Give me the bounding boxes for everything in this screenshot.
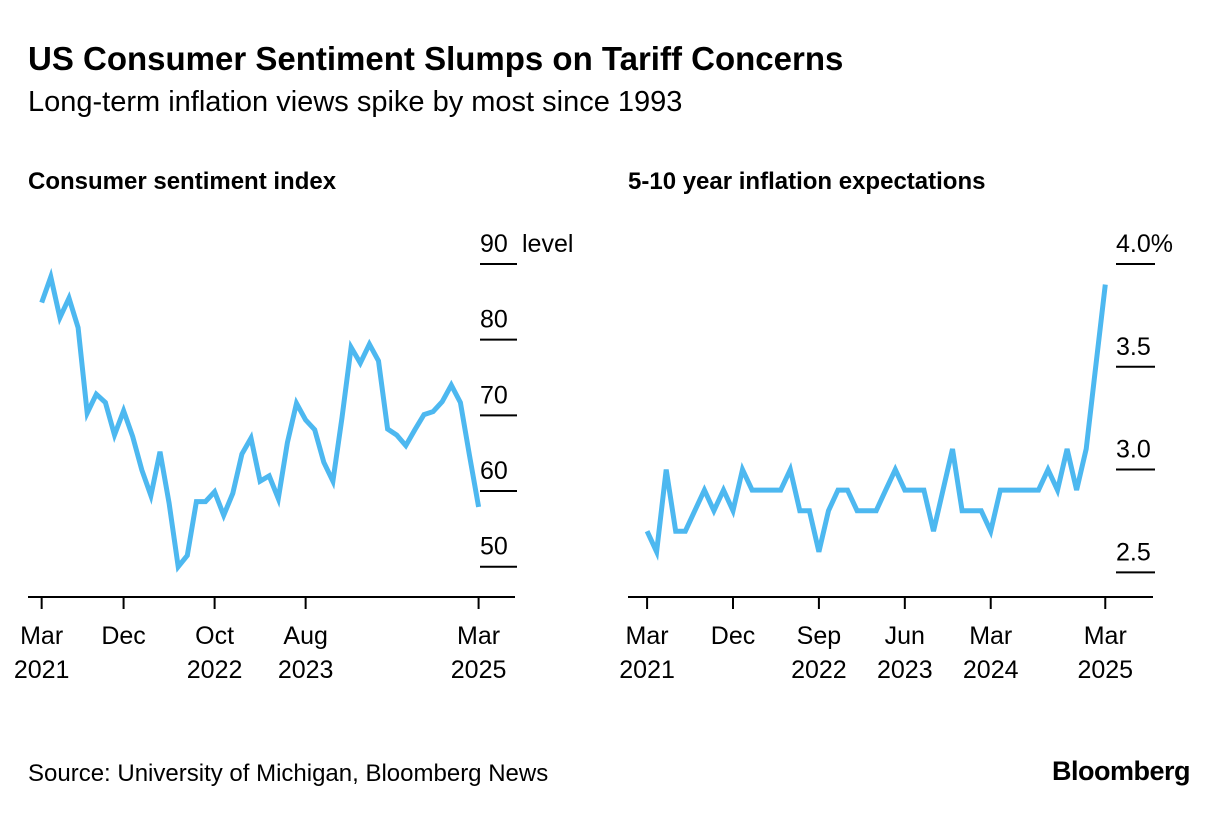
left-y-unit-label: level bbox=[522, 230, 573, 258]
right-panel-title: 5-10 year inflation expectations bbox=[628, 168, 986, 195]
right-xtick-year: 2023 bbox=[877, 656, 933, 684]
left-xtick-month: Mar bbox=[20, 622, 63, 650]
right-ytick-label: 3.0 bbox=[1116, 436, 1151, 464]
right-xtick-month: Mar bbox=[1084, 622, 1127, 650]
left-xtick-year: 2023 bbox=[278, 656, 334, 684]
left-xtick-month: Dec bbox=[101, 622, 145, 650]
right-xtick-month: Mar bbox=[969, 622, 1012, 650]
right-xtick-month: Dec bbox=[711, 622, 755, 650]
right-xtick-year: 2024 bbox=[963, 656, 1019, 684]
chart-subtitle: Long-term inflation views spike by most … bbox=[28, 86, 683, 118]
left-xtick-month: Oct bbox=[195, 622, 234, 650]
left-ytick-label: 50 bbox=[480, 533, 508, 561]
left-xtick-month: Aug bbox=[283, 622, 327, 650]
chart-title: US Consumer Sentiment Slumps on Tariff C… bbox=[28, 40, 844, 77]
left-ytick-label: 60 bbox=[480, 457, 508, 485]
right-xtick-year: 2021 bbox=[619, 656, 675, 684]
right-xtick-month: Sep bbox=[797, 622, 841, 650]
bloomberg-logo: Bloomberg bbox=[1051, 756, 1191, 786]
left-series-line bbox=[39, 267, 482, 573]
left-panel-title: Consumer sentiment index bbox=[28, 168, 337, 195]
left-xtick-year: 2021 bbox=[14, 656, 70, 684]
left-ytick-label: 90 bbox=[480, 230, 508, 258]
left-xtick-year: 2022 bbox=[187, 656, 243, 684]
right-ytick-label: 3.5 bbox=[1116, 333, 1151, 361]
right-xtick-year: 2022 bbox=[791, 656, 847, 684]
source-note: Source: University of Michigan, Bloomber… bbox=[28, 760, 549, 787]
right-ytick-label: 4.0% bbox=[1116, 230, 1173, 258]
left-ytick-label: 80 bbox=[480, 306, 508, 334]
right-xtick-month: Mar bbox=[626, 622, 669, 650]
right-series-line bbox=[644, 284, 1108, 561]
right-xtick-month: Jun bbox=[885, 622, 925, 650]
right-xtick-year: 2025 bbox=[1077, 656, 1133, 684]
left-xtick-month: Mar bbox=[457, 622, 500, 650]
left-ytick-label: 70 bbox=[480, 381, 508, 409]
left-xtick-year: 2025 bbox=[451, 656, 507, 684]
right-ytick-label: 2.5 bbox=[1116, 538, 1151, 566]
